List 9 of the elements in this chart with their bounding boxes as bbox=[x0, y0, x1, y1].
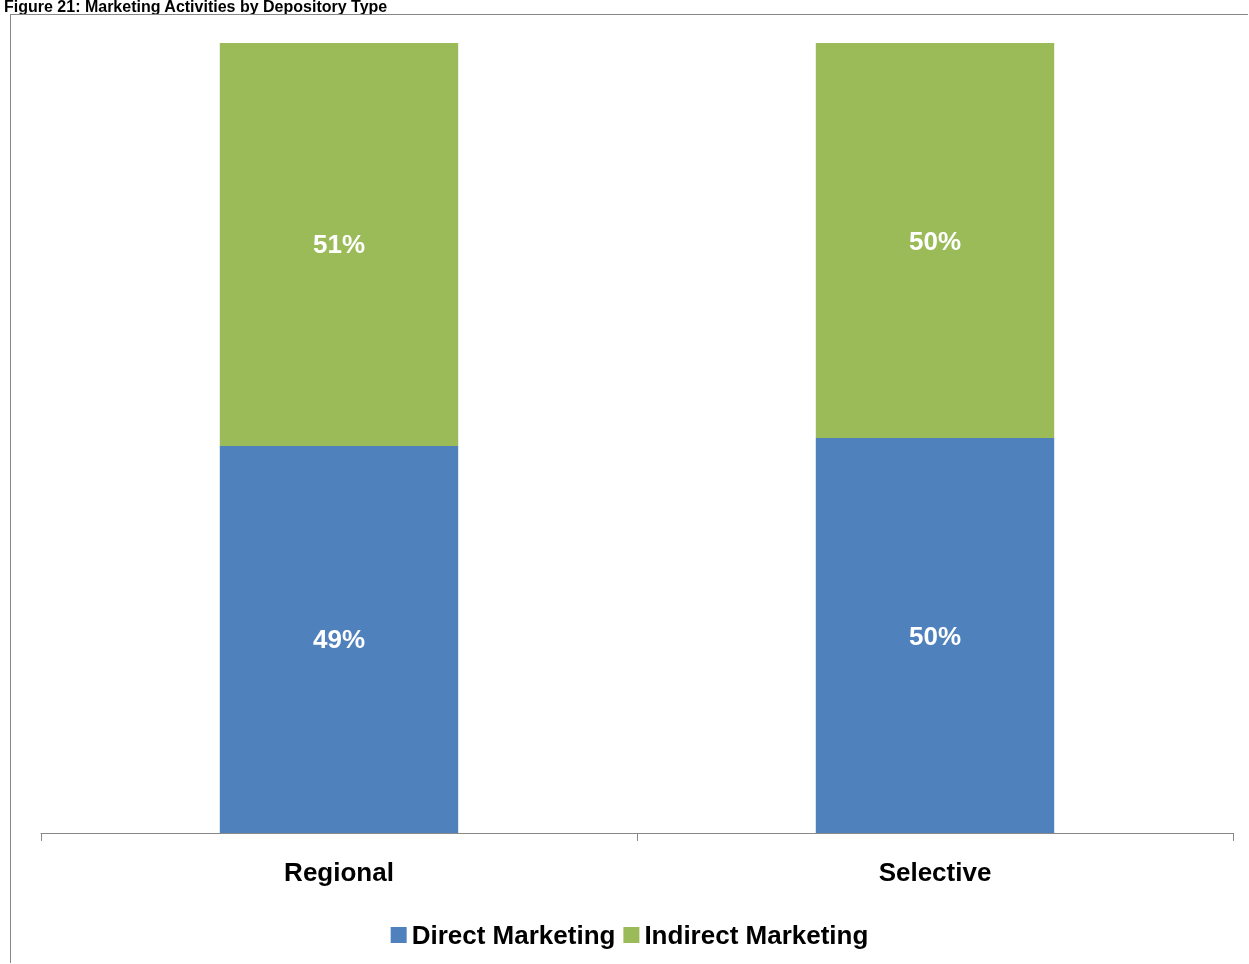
data-label: 50% bbox=[908, 620, 962, 651]
data-label: 50% bbox=[908, 225, 962, 256]
chart-title: Figure 21: Marketing Activities by Depository Type bbox=[3, 0, 389, 15]
legend-label: Indirect Marketing bbox=[644, 920, 869, 950]
legend-label: Direct Marketing bbox=[411, 920, 616, 950]
data-label: 51% bbox=[312, 229, 366, 260]
data-label: 49% bbox=[312, 624, 366, 655]
x-tick-label: Selective bbox=[878, 857, 992, 887]
x-tick-label: Regional bbox=[284, 857, 394, 887]
